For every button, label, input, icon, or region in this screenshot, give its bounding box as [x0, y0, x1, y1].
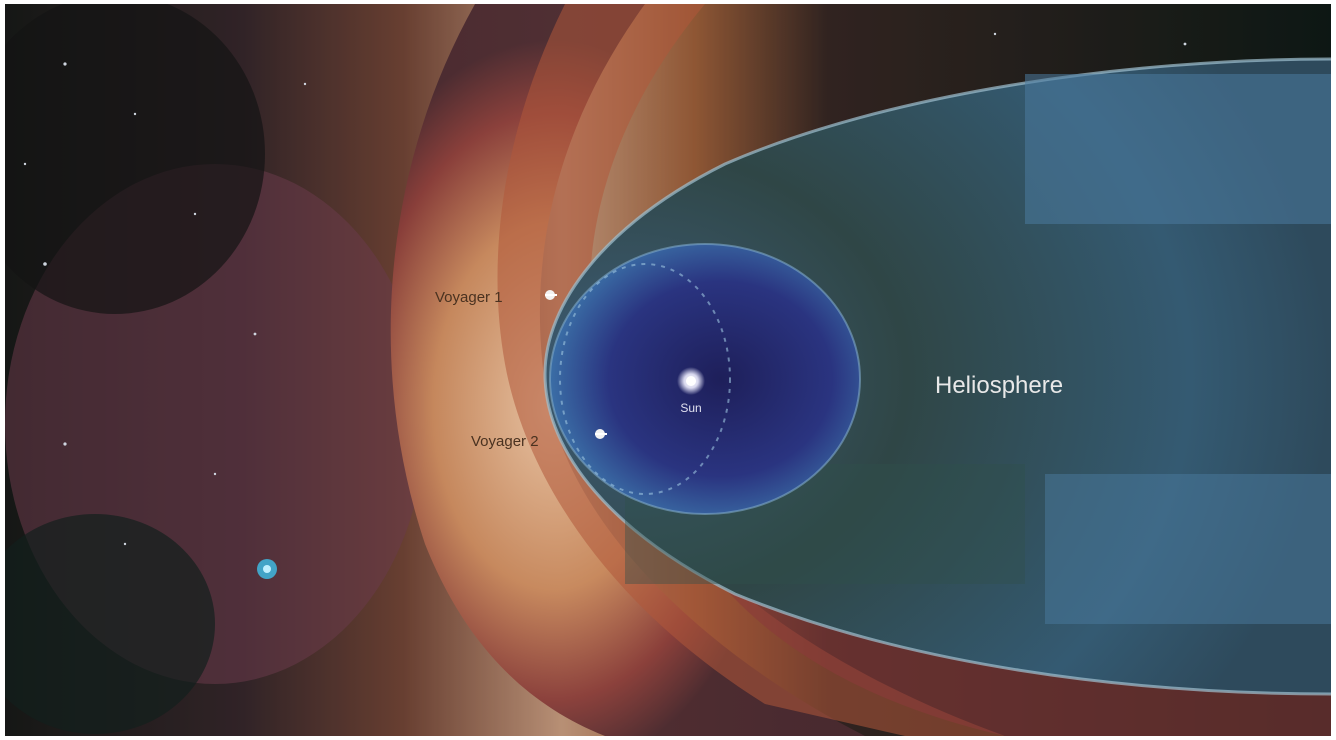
- sun-label: Sun: [680, 401, 701, 415]
- voyager-1-label: Voyager 1: [435, 289, 503, 306]
- heliosphere-label: Heliosphere: [935, 372, 1063, 399]
- voyager-2-label: Voyager 2: [471, 433, 539, 450]
- heliopause: [543, 57, 1331, 696]
- stars: [23, 32, 1187, 546]
- termination-shock: [550, 244, 860, 514]
- heliosphere-illustration: Heliosphere Sun Voyager 1 Voyager 2: [5, 4, 1331, 736]
- illustration-canvas: Heliosphere Sun Voyager 1 Voyager 2: [5, 4, 1331, 736]
